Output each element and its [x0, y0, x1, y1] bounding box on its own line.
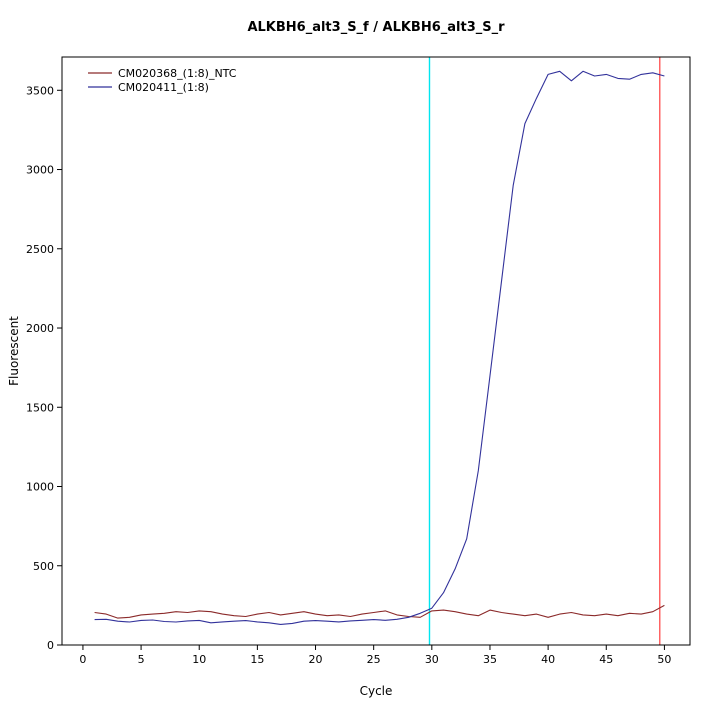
plot-box [61, 56, 691, 646]
x-tick-label: 50 [657, 653, 671, 666]
x-tick-label: 25 [367, 653, 381, 666]
y-tick-label: 0 [47, 639, 54, 652]
y-tick-label: 3500 [26, 84, 54, 97]
x-tick-label: 30 [425, 653, 439, 666]
series-line-sample [94, 70, 665, 625]
chart-title: ALKBH6_alt3_S_f / ALKBH6_alt3_S_r [247, 20, 505, 35]
x-tick-label: 45 [599, 653, 613, 666]
y-tick-label: 500 [33, 560, 54, 573]
x-tick-label: 0 [79, 653, 86, 666]
y-tick-label: 1500 [26, 401, 54, 414]
x-tick-label: 40 [541, 653, 555, 666]
x-tick-label: 15 [250, 653, 264, 666]
y-tick-label: 1000 [26, 481, 54, 494]
y-tick-label: 3000 [26, 164, 54, 177]
legend-label-ntc: CM020368_(1:8)_NTC [118, 67, 237, 80]
x-tick-label: 20 [309, 653, 323, 666]
legend-label-sample: CM020411_(1:8) [118, 81, 209, 94]
x-tick-label: 5 [138, 653, 145, 666]
y-tick-label: 2500 [26, 243, 54, 256]
series-line-ntc [94, 604, 665, 619]
y-tick-label: 2000 [26, 322, 54, 335]
x-tick-label: 35 [483, 653, 497, 666]
x-tick-label: 10 [192, 653, 206, 666]
x-axis-label: Cycle [359, 684, 393, 698]
